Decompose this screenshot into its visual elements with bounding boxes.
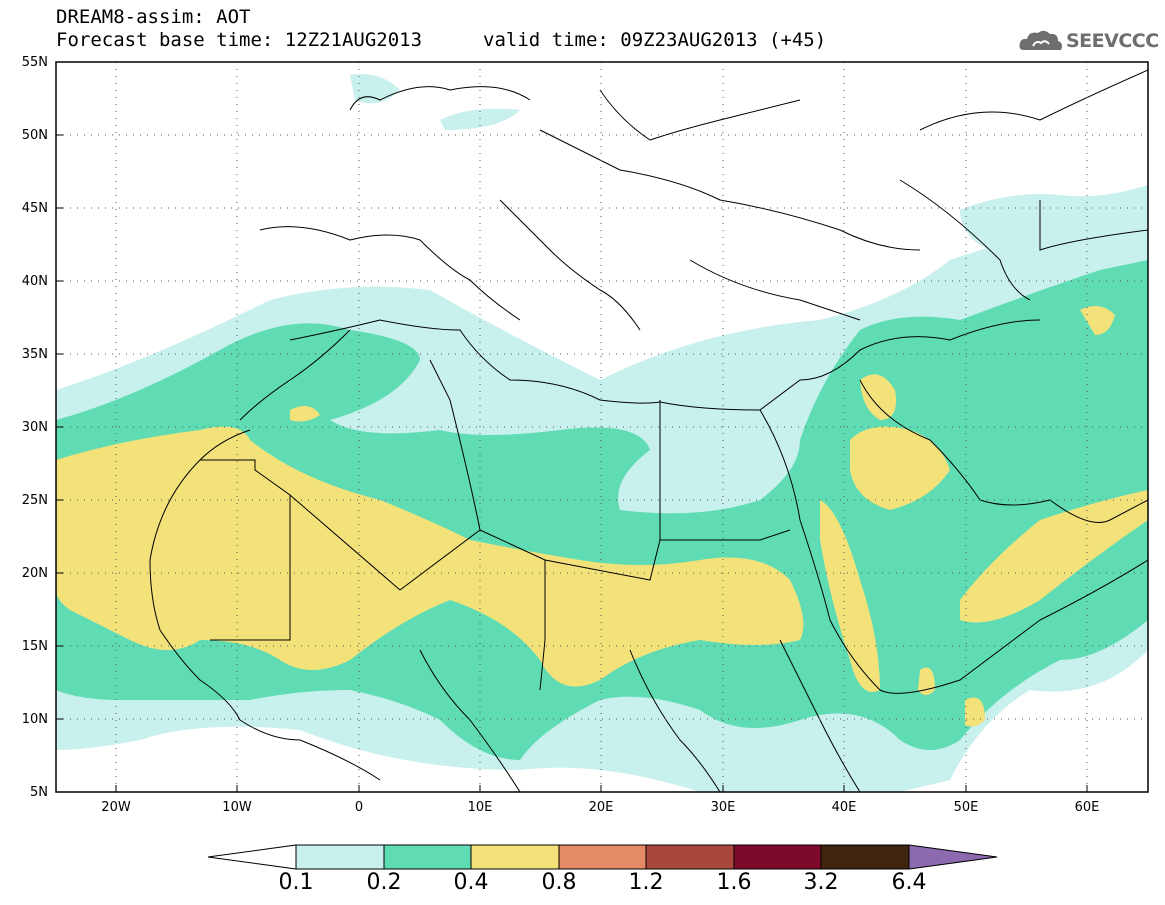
country-borders	[149, 69, 1148, 792]
lat-label: 10N	[21, 712, 48, 727]
lon-label: 20E	[588, 800, 614, 815]
seevccc-logo: SEEVCCC	[1066, 30, 1159, 52]
colorbar-label: 1.2	[628, 870, 664, 895]
map-title: DREAM8-assim: AOT	[56, 6, 251, 28]
lat-label: 45N	[21, 201, 48, 216]
lat-label: 5N	[30, 785, 48, 800]
lat-label: 40N	[21, 274, 48, 289]
colorbar-label: 0.2	[366, 870, 402, 895]
colorbar-label: 0.1	[278, 870, 314, 895]
colorbar-label: 0.8	[541, 870, 577, 895]
aot-band-04	[850, 426, 950, 510]
lon-label: 60E	[1074, 800, 1100, 815]
colorbar	[207, 844, 998, 870]
cloud-icon	[1019, 30, 1062, 50]
lon-label: 0	[354, 800, 364, 815]
forecast-base-time: Forecast base time: 12Z21AUG2013	[56, 29, 423, 51]
lon-label: 30E	[710, 800, 736, 815]
lon-label: 20W	[101, 800, 131, 815]
aot-band-01	[440, 108, 520, 130]
aot-band-04	[290, 406, 320, 422]
lon-label: 10E	[467, 800, 493, 815]
lat-label: 55N	[21, 55, 48, 70]
axis-ticks	[56, 61, 1088, 792]
lat-label: 15N	[21, 639, 48, 654]
colorbar-label: 1.6	[716, 870, 752, 895]
lat-label: 20N	[21, 566, 48, 581]
aot-band-04	[56, 426, 804, 687]
lon-label: 40E	[831, 800, 857, 815]
lon-label: 50E	[953, 800, 979, 815]
aot-band-04	[1080, 306, 1115, 335]
lat-label: 35N	[21, 347, 48, 362]
colorbar-label: 3.2	[803, 870, 839, 895]
aot-band-01	[960, 185, 1148, 256]
lat-label: 25N	[21, 493, 48, 508]
colorbar-label: 0.4	[453, 870, 489, 895]
aot-band-04	[820, 500, 880, 692]
colorbar-label: 6.4	[891, 870, 927, 895]
lat-label: 50N	[21, 128, 48, 143]
valid-time: valid time: 09Z23AUG2013 (+45)	[483, 29, 827, 51]
aot-band-04	[860, 374, 896, 420]
lon-label: 10W	[222, 800, 252, 815]
aot-band-04	[960, 490, 1148, 623]
lat-label: 30N	[21, 420, 48, 435]
graticule	[56, 62, 1148, 792]
